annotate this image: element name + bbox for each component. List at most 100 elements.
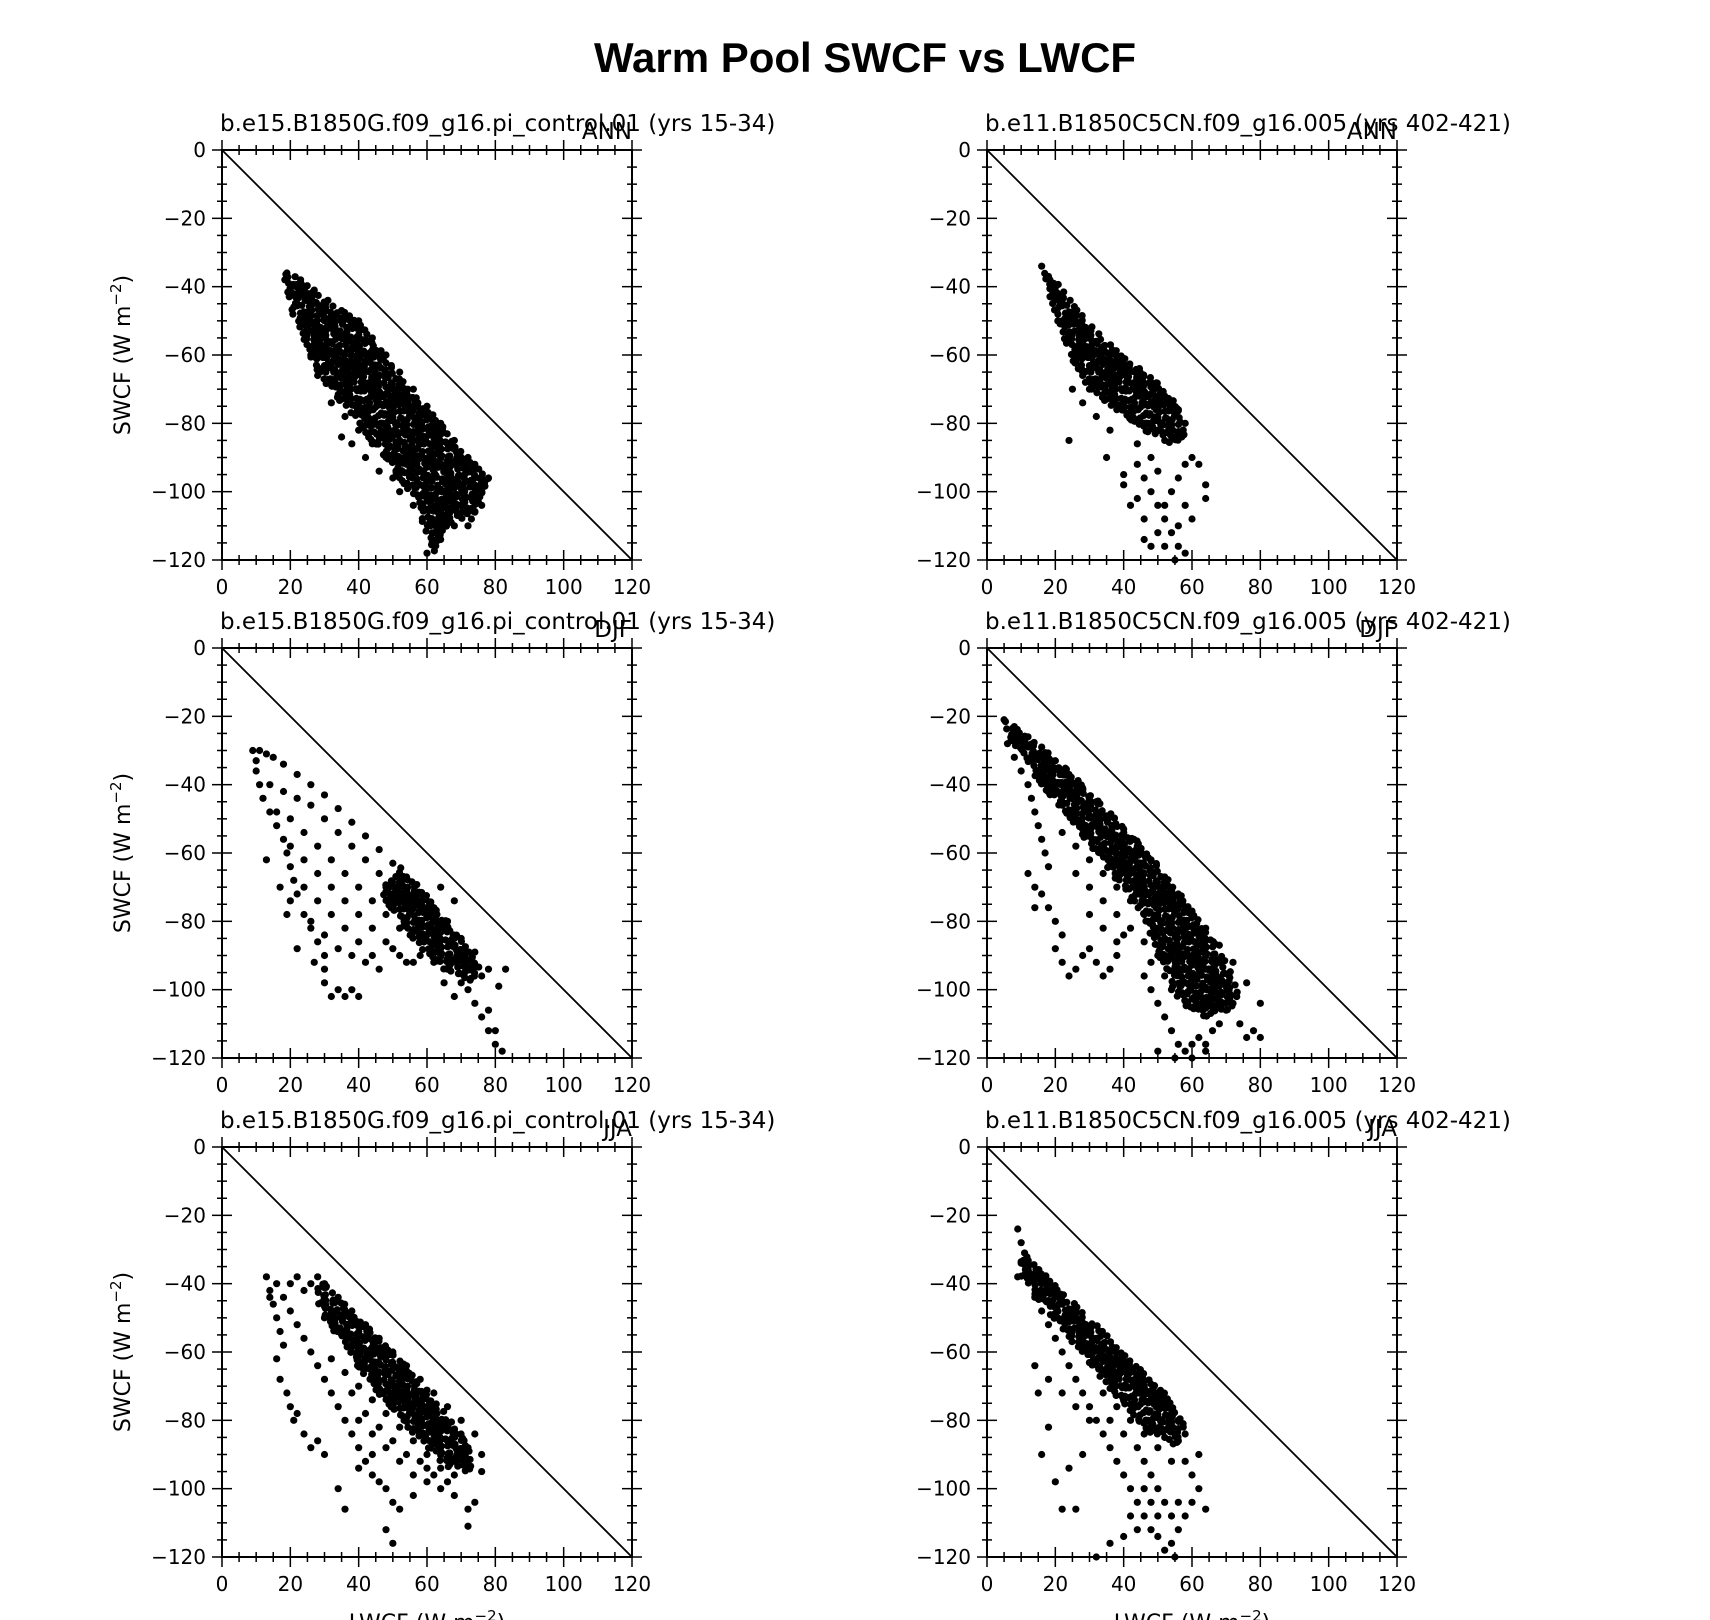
data-point [1065,1307,1073,1315]
data-point [355,342,364,350]
data-point [1165,438,1173,447]
data-point [1058,958,1066,966]
data-point [317,323,325,332]
data-point [303,324,312,332]
data-point [320,979,329,987]
data-point [452,490,460,498]
data-point [324,296,332,304]
data-point [1031,1273,1039,1281]
data-point [1229,999,1237,1007]
data-point [1106,1348,1114,1356]
data-point [437,508,445,516]
data-point [273,1355,281,1363]
data-point [1194,916,1202,924]
data-point [307,303,315,311]
data-point [455,471,464,479]
data-point [317,341,325,349]
data-point [320,1280,329,1288]
data-point [1120,470,1128,479]
data-point [1126,924,1135,932]
data-point [375,845,383,854]
data-point [262,1273,271,1281]
data-point [404,1382,412,1390]
data-point [314,938,322,946]
data-point [293,890,301,898]
data-point [369,342,377,350]
data-point [1112,1344,1120,1352]
data-point [1038,1280,1046,1288]
data-point [1149,423,1157,431]
data-point [451,941,459,949]
data-point [1153,379,1161,387]
data-point [355,1339,364,1347]
data-point [1058,801,1066,809]
data-point [368,951,376,960]
data-point [389,945,397,953]
data-point [426,474,435,482]
data-point [1068,1337,1076,1346]
data-point [416,890,424,898]
data-point [283,849,291,857]
data-point [1031,772,1039,780]
data-point [368,440,376,448]
data-point [1174,1526,1182,1534]
data-point [276,883,284,891]
y-tick-label: −20 [164,1203,206,1227]
dense-point-cloud [314,1280,475,1475]
data-point [1024,1266,1032,1274]
data-point [1072,842,1080,850]
data-point [1093,1322,1101,1330]
data-point [1161,392,1169,400]
x-tick-label: 40 [346,1073,371,1097]
data-point [314,842,322,850]
data-point [360,347,368,355]
data-point [1181,1512,1189,1520]
data-point [355,883,363,891]
data-point [457,951,465,960]
data-point [1085,945,1094,953]
data-point [1054,1314,1062,1322]
data-point [447,469,455,477]
x-tick-label: 20 [278,1073,303,1097]
data-point [501,965,510,973]
data-point [1066,296,1074,304]
data-point [341,412,349,421]
data-point [1167,1457,1176,1465]
data-point [443,1437,452,1445]
data-point [1226,968,1234,976]
x-tick-label: 40 [1111,575,1136,599]
data-point [1079,324,1087,332]
data-point [355,1327,363,1336]
data-point [402,460,411,468]
data-point [413,460,421,468]
data-point [1096,375,1104,383]
data-point [1154,1532,1162,1541]
data-point [1195,992,1203,1001]
data-point [320,951,329,960]
data-point [1208,1027,1217,1035]
data-point [1181,549,1189,557]
data-point [336,347,344,356]
data-point [423,1478,431,1486]
data-point [1073,306,1081,314]
data-point [423,402,431,410]
data-point [1181,979,1189,987]
data-point [437,883,445,891]
data-point [350,378,358,386]
data-point [460,461,468,469]
data-point [1169,1423,1177,1431]
x-tick-label: 80 [483,1073,508,1097]
data-point [1188,1471,1196,1479]
data-point [446,1449,454,1457]
data-point [1031,883,1039,891]
y-tick-label: −80 [929,411,971,435]
data-point [334,330,342,339]
data-point [1072,358,1080,366]
data-point [471,1498,479,1506]
data-point [1168,1418,1176,1426]
data-point [1125,845,1133,853]
data-point [320,791,329,799]
data-point [1065,310,1073,318]
data-point [416,951,424,960]
